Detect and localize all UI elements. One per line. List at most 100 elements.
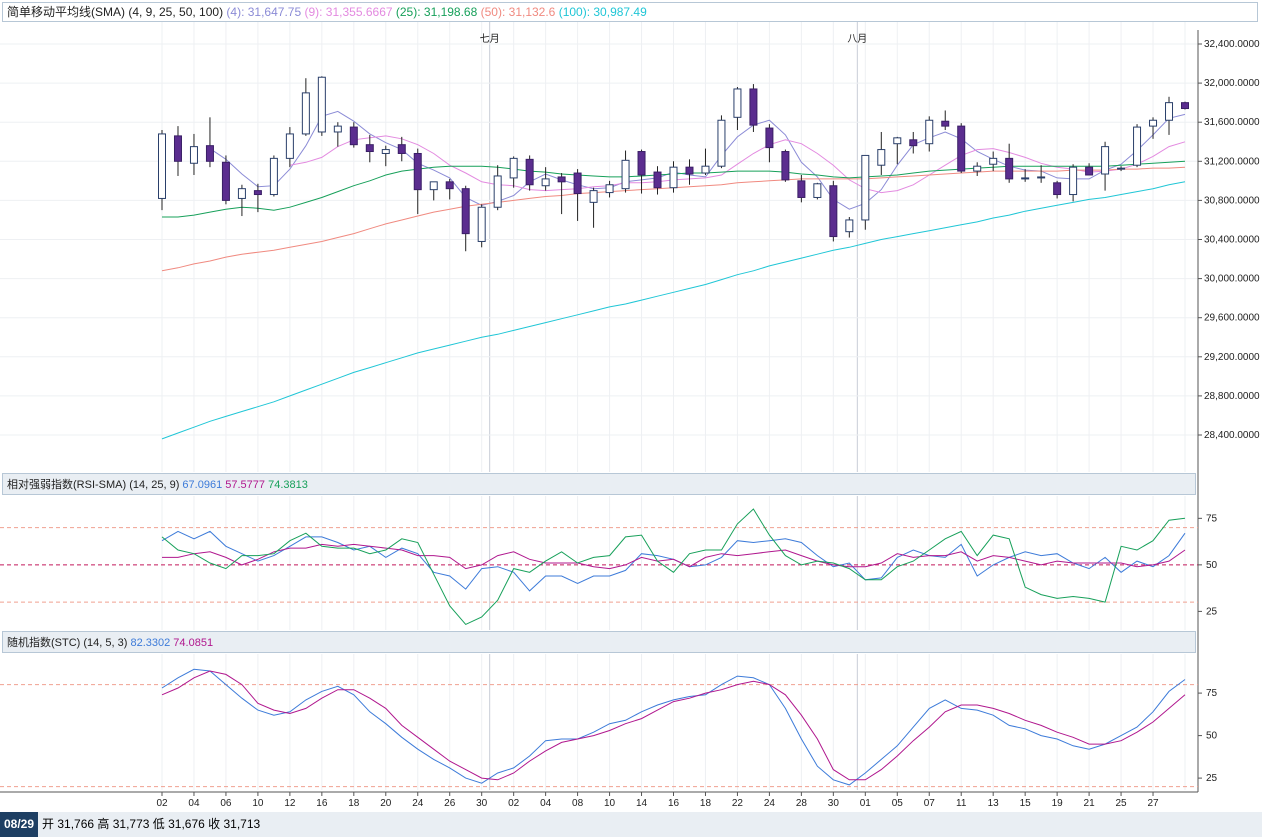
- candle-body: [813, 183, 822, 198]
- x-tick-label: 16: [668, 798, 680, 809]
- candle-body: [333, 125, 342, 133]
- candle-body: [765, 127, 774, 149]
- candle-body: [877, 149, 886, 166]
- sma-legend: 简单移动平均线(SMA) (4, 9, 25, 50, 100) (4): 31…: [2, 2, 1258, 22]
- x-tick-label: 15: [1020, 798, 1032, 809]
- x-tick-label: 10: [252, 798, 264, 809]
- x-tick-label: 24: [412, 798, 424, 809]
- x-tick-label: 12: [284, 798, 296, 809]
- x-tick-label: 04: [540, 798, 552, 809]
- sma-4-value: (4): 31,647.75: [226, 5, 302, 19]
- y-tick-label: 50: [1206, 731, 1218, 742]
- x-tick-label: 13: [988, 798, 1000, 809]
- y-tick-label: 30,800.0000: [1204, 195, 1260, 206]
- candle-body: [253, 190, 262, 196]
- candle-body: [845, 219, 854, 233]
- x-tick-label: 10: [604, 798, 616, 809]
- sma-line-100: [161, 181, 1186, 440]
- candle-body: [701, 165, 710, 174]
- series-line-%k: [161, 668, 1186, 786]
- series-line-sma: [162, 543, 1186, 570]
- candle-body: [365, 144, 374, 153]
- month-label: 八月: [847, 33, 867, 45]
- candle-body: [573, 172, 582, 195]
- candle-body: [237, 188, 246, 199]
- candle-body: [173, 135, 182, 162]
- candle-body: [509, 157, 518, 179]
- x-tick-label: 02: [156, 798, 168, 809]
- candle-body: [221, 161, 230, 201]
- x-tick-label: 19: [1052, 798, 1064, 809]
- stc-legend-title: 随机指数(STC) (14, 5, 3): [7, 637, 128, 649]
- candle-body: [909, 139, 918, 147]
- candle-body: [1005, 157, 1014, 180]
- x-tick-label: 06: [220, 798, 232, 809]
- footer-ohlc: 开 31,766 高 31,773 低 31,676 收 31,713: [42, 817, 261, 831]
- x-tick-label: 07: [924, 798, 936, 809]
- candle-body: [477, 206, 486, 242]
- candle-body: [1133, 126, 1142, 166]
- candle-body: [957, 125, 966, 172]
- sma-legend-title: 简单移动平均线(SMA) (4, 9, 25, 50, 100): [7, 5, 224, 19]
- candle-body: [541, 178, 550, 187]
- candle-body: [733, 88, 742, 118]
- x-tick-label: 18: [700, 798, 712, 809]
- x-tick-label: 24: [764, 798, 776, 809]
- sma-line-4: [209, 110, 1186, 210]
- candle-body: [269, 157, 278, 196]
- candle-body: [413, 152, 422, 191]
- x-tick-label: 22: [732, 798, 744, 809]
- rsi-third-value: 74.3813: [268, 479, 308, 491]
- sma-100-value: (100): 30,987.49: [558, 5, 647, 19]
- y-tick-label: 32,400.0000: [1204, 39, 1260, 50]
- y-tick-label: 28,400.0000: [1204, 430, 1260, 441]
- candle-body: [621, 159, 630, 190]
- x-tick-label: 27: [1147, 798, 1159, 809]
- candle-body: [749, 88, 758, 126]
- y-tick-label: 29,200.0000: [1204, 352, 1260, 363]
- x-tick-label: 26: [444, 798, 456, 809]
- candle-body: [1117, 167, 1126, 170]
- candle-body: [317, 76, 326, 133]
- candle-body: [381, 149, 390, 154]
- x-tick-label: 28: [796, 798, 808, 809]
- candle-body: [158, 133, 166, 199]
- candle-body: [989, 157, 998, 165]
- x-tick-label: 04: [188, 798, 200, 809]
- month-label: 七月: [480, 33, 500, 45]
- footer-date: 08/29: [0, 812, 39, 837]
- candle-body: [1181, 102, 1189, 110]
- y-tick-label: 28,800.0000: [1204, 391, 1260, 402]
- candle-body: [589, 190, 598, 203]
- x-tick-label: 16: [316, 798, 328, 809]
- sma-line-9: [289, 135, 1186, 194]
- series-line-rsi-2: [161, 508, 1186, 626]
- candle-body: [1101, 146, 1110, 175]
- candle-body: [605, 184, 614, 194]
- sma-9-value: (9): 31,355.6667: [304, 5, 393, 19]
- y-tick-label: 30,000.0000: [1204, 274, 1260, 285]
- y-tick-label: 75: [1206, 688, 1218, 699]
- candle-body: [205, 145, 214, 162]
- candle-body: [1165, 102, 1174, 121]
- ohlc-footer: 08/29 开 31,766 高 31,773 低 31,676 收 31,713: [0, 812, 1262, 837]
- x-tick-label: 21: [1084, 798, 1096, 809]
- sma-25-value: (25): 31,198.68: [395, 5, 478, 19]
- candle-body: [429, 181, 438, 191]
- candle-body: [941, 120, 950, 127]
- candle-body: [461, 188, 470, 235]
- rsi-legend-title: 相对强弱指数(RSI-SMA) (14, 25, 9): [7, 479, 180, 491]
- candle-body: [925, 119, 934, 145]
- x-tick-label: 08: [572, 798, 584, 809]
- candle-body: [781, 151, 790, 181]
- candle-body: [1021, 177, 1030, 180]
- x-tick-label: 05: [892, 798, 904, 809]
- rsi-sma-value: 57.5777: [225, 479, 266, 491]
- candle-body: [397, 144, 406, 154]
- rsi-legend: 相对强弱指数(RSI-SMA) (14, 25, 9) 67.0961 57.5…: [2, 473, 1196, 495]
- stc-k-value: 82.3302: [130, 637, 171, 649]
- candle-body: [301, 92, 310, 135]
- candle-body: [349, 126, 358, 146]
- series-line-%d: [161, 670, 1186, 781]
